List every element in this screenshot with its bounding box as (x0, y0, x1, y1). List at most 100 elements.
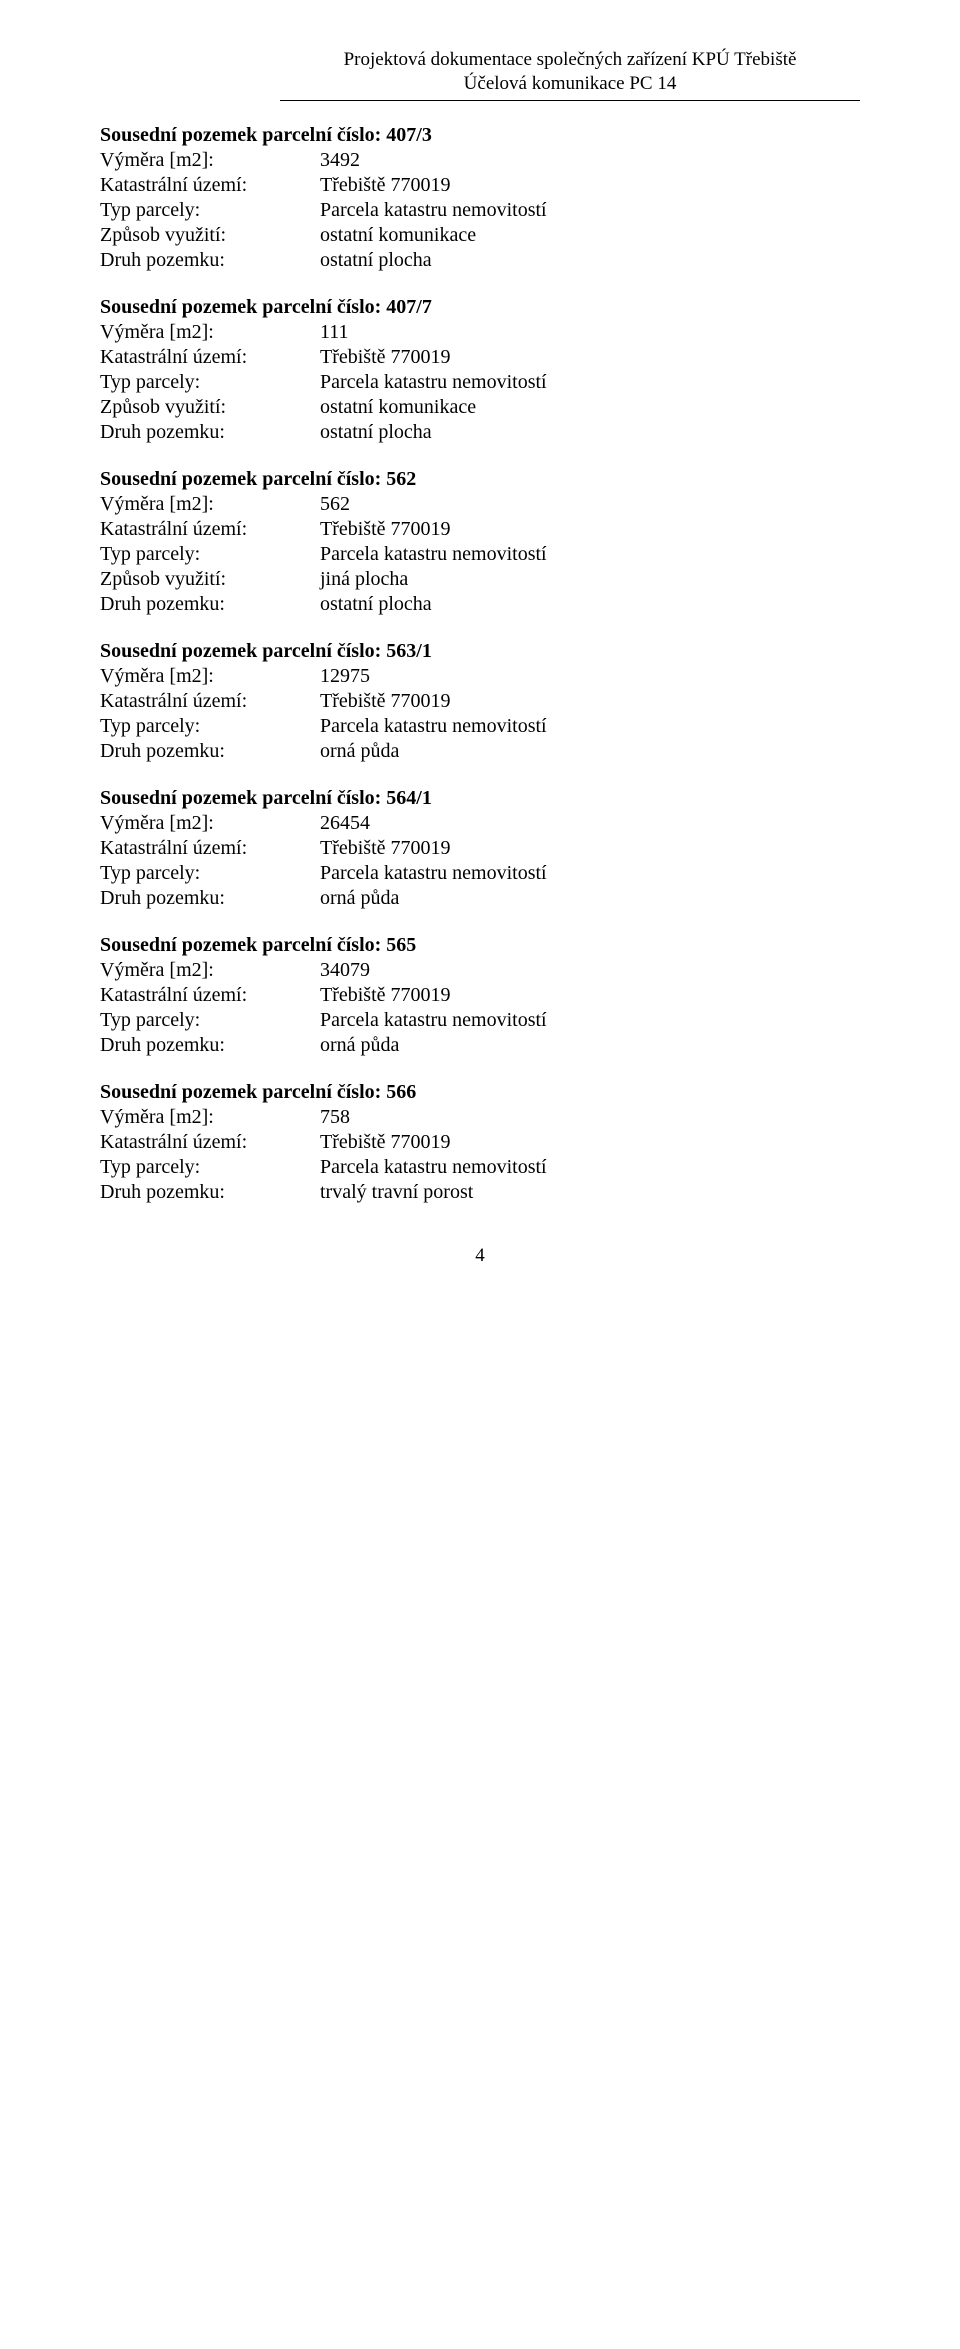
druh-row-label: Druh pozemku: (100, 739, 320, 764)
zpusob-row-value: jiná plocha (320, 567, 860, 592)
typ-parcely-row: Typ parcely:Parcela katastru nemovitostí (100, 1155, 860, 1180)
katastralni-row-value: Třebiště 770019 (320, 689, 860, 714)
typ-parcely-row-label: Typ parcely: (100, 861, 320, 886)
vymera-row-value: 3492 (320, 148, 860, 173)
parcel-block: Sousední pozemek parcelní číslo: 566Výmě… (100, 1080, 860, 1205)
zpusob-row-value: ostatní komunikace (320, 395, 860, 420)
parcel-title: Sousední pozemek parcelní číslo: 563/1 (100, 639, 860, 664)
katastralni-row-value: Třebiště 770019 (320, 836, 860, 861)
parcels-container: Sousední pozemek parcelní číslo: 407/3Vý… (100, 123, 860, 1205)
katastralni-row-value: Třebiště 770019 (320, 173, 860, 198)
parcel-title: Sousední pozemek parcelní číslo: 562 (100, 467, 860, 492)
druh-row: Druh pozemku:orná půda (100, 886, 860, 911)
vymera-row-value: 562 (320, 492, 860, 517)
vymera-row-label: Výměra [m2]: (100, 958, 320, 983)
typ-parcely-row-value: Parcela katastru nemovitostí (320, 861, 860, 886)
katastralni-row: Katastrální území:Třebiště 770019 (100, 173, 860, 198)
katastralni-row-label: Katastrální území: (100, 689, 320, 714)
druh-row: Druh pozemku:orná půda (100, 739, 860, 764)
zpusob-row: Způsob využití:ostatní komunikace (100, 395, 860, 420)
druh-row-label: Druh pozemku: (100, 1180, 320, 1205)
katastralni-row-value: Třebiště 770019 (320, 983, 860, 1008)
header-line-2: Účelová komunikace PC 14 (280, 72, 860, 96)
druh-row-value: ostatní plocha (320, 420, 860, 445)
typ-parcely-row-label: Typ parcely: (100, 714, 320, 739)
vymera-row-label: Výměra [m2]: (100, 492, 320, 517)
katastralni-row: Katastrální území:Třebiště 770019 (100, 1130, 860, 1155)
druh-row-value: orná půda (320, 886, 860, 911)
druh-row: Druh pozemku:ostatní plocha (100, 592, 860, 617)
parcel-block: Sousední pozemek parcelní číslo: 563/1Vý… (100, 639, 860, 764)
druh-row-label: Druh pozemku: (100, 248, 320, 273)
katastralni-row-label: Katastrální území: (100, 517, 320, 542)
typ-parcely-row-label: Typ parcely: (100, 1008, 320, 1033)
parcel-title: Sousední pozemek parcelní číslo: 407/7 (100, 295, 860, 320)
header-line-1: Projektová dokumentace společných zaříze… (280, 48, 860, 72)
vymera-row: Výměra [m2]:12975 (100, 664, 860, 689)
druh-row-value: ostatní plocha (320, 248, 860, 273)
vymera-row: Výměra [m2]:3492 (100, 148, 860, 173)
typ-parcely-row: Typ parcely:Parcela katastru nemovitostí (100, 714, 860, 739)
parcel-title: Sousední pozemek parcelní číslo: 565 (100, 933, 860, 958)
typ-parcely-row: Typ parcely:Parcela katastru nemovitostí (100, 1008, 860, 1033)
header-underline (280, 100, 860, 101)
druh-row: Druh pozemku:trvalý travní porost (100, 1180, 860, 1205)
typ-parcely-row-label: Typ parcely: (100, 198, 320, 223)
druh-row-value: orná půda (320, 1033, 860, 1058)
katastralni-row-label: Katastrální území: (100, 345, 320, 370)
typ-parcely-row: Typ parcely:Parcela katastru nemovitostí (100, 861, 860, 886)
katastralni-row-label: Katastrální území: (100, 173, 320, 198)
vymera-row: Výměra [m2]:111 (100, 320, 860, 345)
druh-row: Druh pozemku:ostatní plocha (100, 420, 860, 445)
druh-row-label: Druh pozemku: (100, 592, 320, 617)
parcel-block: Sousední pozemek parcelní číslo: 564/1Vý… (100, 786, 860, 911)
vymera-row: Výměra [m2]:562 (100, 492, 860, 517)
vymera-row-value: 26454 (320, 811, 860, 836)
typ-parcely-row-value: Parcela katastru nemovitostí (320, 714, 860, 739)
page-footer: 4 (100, 1245, 860, 1267)
vymera-row-label: Výměra [m2]: (100, 148, 320, 173)
typ-parcely-row-value: Parcela katastru nemovitostí (320, 1155, 860, 1180)
page-header: Projektová dokumentace společných zaříze… (100, 48, 860, 96)
typ-parcely-row: Typ parcely:Parcela katastru nemovitostí (100, 370, 860, 395)
zpusob-row: Způsob využití:jiná plocha (100, 567, 860, 592)
typ-parcely-row-value: Parcela katastru nemovitostí (320, 370, 860, 395)
vymera-row-label: Výměra [m2]: (100, 664, 320, 689)
zpusob-row-label: Způsob využití: (100, 395, 320, 420)
vymera-row-label: Výměra [m2]: (100, 1105, 320, 1130)
typ-parcely-row-value: Parcela katastru nemovitostí (320, 542, 860, 567)
parcel-title: Sousední pozemek parcelní číslo: 566 (100, 1080, 860, 1105)
zpusob-row-label: Způsob využití: (100, 223, 320, 248)
typ-parcely-row-label: Typ parcely: (100, 370, 320, 395)
typ-parcely-row-value: Parcela katastru nemovitostí (320, 198, 860, 223)
druh-row: Druh pozemku:ostatní plocha (100, 248, 860, 273)
typ-parcely-row: Typ parcely:Parcela katastru nemovitostí (100, 542, 860, 567)
parcel-block: Sousední pozemek parcelní číslo: 407/3Vý… (100, 123, 860, 273)
druh-row-value: orná půda (320, 739, 860, 764)
zpusob-row-label: Způsob využití: (100, 567, 320, 592)
typ-parcely-row: Typ parcely:Parcela katastru nemovitostí (100, 198, 860, 223)
typ-parcely-row-label: Typ parcely: (100, 1155, 320, 1180)
druh-row-value: ostatní plocha (320, 592, 860, 617)
vymera-row-value: 34079 (320, 958, 860, 983)
katastralni-row-value: Třebiště 770019 (320, 517, 860, 542)
druh-row-value: trvalý travní porost (320, 1180, 860, 1205)
katastralni-row: Katastrální území:Třebiště 770019 (100, 517, 860, 542)
vymera-row-label: Výměra [m2]: (100, 320, 320, 345)
typ-parcely-row-value: Parcela katastru nemovitostí (320, 1008, 860, 1033)
vymera-row-value: 758 (320, 1105, 860, 1130)
druh-row-label: Druh pozemku: (100, 886, 320, 911)
parcel-block: Sousední pozemek parcelní číslo: 407/7Vý… (100, 295, 860, 445)
katastralni-row-value: Třebiště 770019 (320, 345, 860, 370)
katastralni-row: Katastrální území:Třebiště 770019 (100, 983, 860, 1008)
vymera-row: Výměra [m2]:758 (100, 1105, 860, 1130)
katastralni-row-value: Třebiště 770019 (320, 1130, 860, 1155)
katastralni-row-label: Katastrální území: (100, 1130, 320, 1155)
vymera-row: Výměra [m2]:26454 (100, 811, 860, 836)
druh-row-label: Druh pozemku: (100, 1033, 320, 1058)
katastralni-row-label: Katastrální území: (100, 983, 320, 1008)
katastralni-row: Katastrální území:Třebiště 770019 (100, 836, 860, 861)
vymera-row: Výměra [m2]:34079 (100, 958, 860, 983)
typ-parcely-row-label: Typ parcely: (100, 542, 320, 567)
parcel-title: Sousední pozemek parcelní číslo: 564/1 (100, 786, 860, 811)
